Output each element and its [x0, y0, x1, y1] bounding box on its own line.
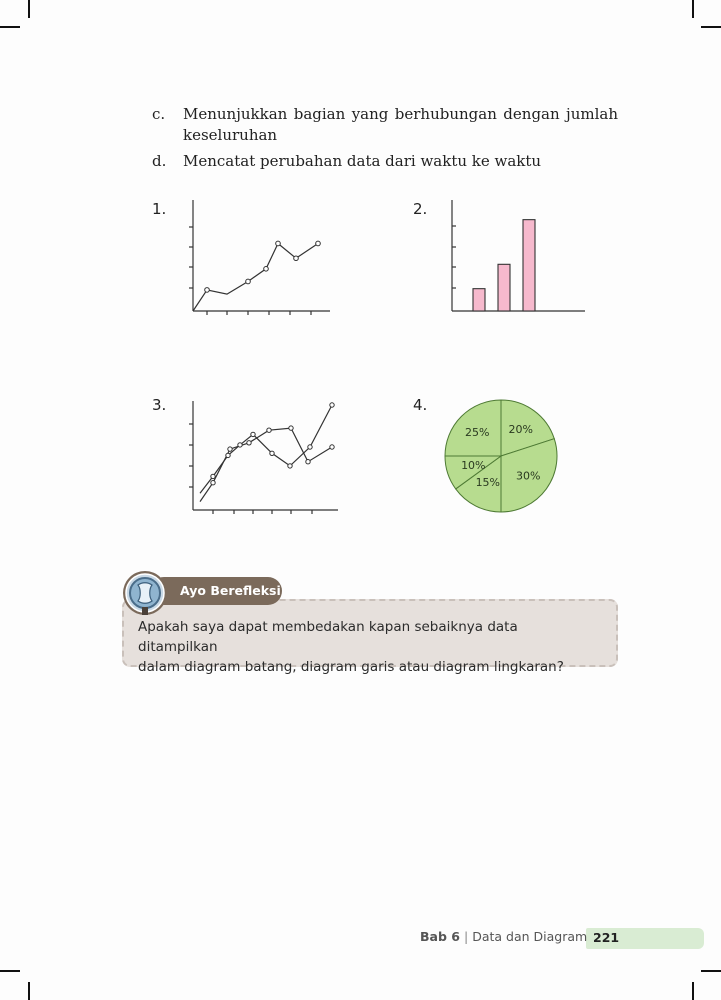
series-1-point — [329, 402, 335, 408]
list-item-text: keseluruhan — [183, 126, 278, 144]
reflection-line: dalam diagram batang, diagram garis atau… — [138, 659, 564, 675]
bar — [522, 219, 536, 312]
bar-chart-2 — [451, 200, 585, 312]
footer-page-tab — [586, 928, 704, 949]
pie-slice-label: 10% — [461, 459, 485, 472]
series-1-point — [210, 473, 216, 480]
footer-chapter: Bab 6 | Data dan Diagram — [420, 929, 587, 944]
crop-mark — [28, 982, 30, 1000]
data-point — [245, 278, 251, 285]
line-chart-3 — [189, 401, 338, 514]
reflection-box — [122, 599, 618, 667]
pie-slice-label: 30% — [516, 470, 540, 483]
list-item-text: Mencatat perubahan data dari waktu ke wa… — [183, 152, 542, 170]
series-1-point — [237, 442, 243, 448]
series-1-point — [287, 463, 293, 469]
crop-mark — [0, 26, 20, 28]
series-2-point — [246, 440, 252, 446]
series-2-point — [288, 425, 294, 431]
crop-mark — [692, 0, 694, 18]
bar — [472, 288, 486, 312]
line-chart-1 — [189, 200, 330, 315]
figure-number: 2. — [413, 200, 428, 218]
data-point — [263, 266, 269, 272]
list-item-text: Menunjukkan bagian yang berhubungan deng… — [183, 105, 618, 123]
pie-slice — [444, 399, 502, 457]
figure-number: 1. — [152, 200, 167, 218]
series-2-point — [305, 458, 311, 465]
pie-slice-label: 20% — [508, 423, 532, 436]
footer-separator: | — [463, 929, 469, 944]
series-1-point — [250, 431, 256, 438]
crop-mark — [692, 982, 694, 1000]
chapter-number: Bab 6 — [420, 929, 460, 944]
pie-chart-4: 20% 30% 15% 10% 25% — [444, 399, 558, 513]
pie-slice — [455, 455, 502, 513]
series-2-line — [199, 427, 333, 502]
crop-mark — [701, 970, 721, 972]
series-1-line — [199, 404, 333, 494]
reflection-mirror-icon — [123, 571, 167, 615]
figure-number: 4. — [413, 396, 428, 414]
data-point — [204, 287, 210, 293]
series-line — [192, 242, 319, 312]
data-point — [315, 240, 321, 247]
series-2-point — [266, 427, 272, 433]
bar — [497, 263, 511, 312]
chapter-title: Data dan Diagram — [472, 929, 588, 944]
crop-mark — [28, 0, 30, 18]
series-2-point — [227, 446, 233, 452]
crop-mark — [701, 26, 721, 28]
series-2-point — [329, 444, 335, 450]
page-number: 221 — [593, 930, 620, 945]
series-2-point — [210, 480, 216, 486]
pie-slice-label: 25% — [465, 426, 489, 439]
series-1-point — [307, 444, 313, 450]
crop-mark — [0, 970, 20, 972]
series-1-point — [269, 450, 275, 456]
series-1-point — [225, 452, 231, 459]
figure-number: 3. — [152, 396, 167, 414]
list-marker: d. — [152, 152, 167, 170]
reflection-tab-label: Ayo Berefleksi — [150, 577, 282, 605]
data-point — [293, 255, 299, 262]
pie-slice — [500, 438, 558, 513]
reflection-question: Apakah saya dapat membedakan kapan sebai… — [138, 617, 598, 677]
pie-slice-label: 15% — [476, 476, 500, 489]
list-marker: c. — [152, 105, 166, 123]
pie-slice — [500, 399, 555, 457]
data-point — [275, 240, 281, 247]
reflection-line: Apakah saya dapat membedakan kapan sebai… — [138, 619, 518, 655]
